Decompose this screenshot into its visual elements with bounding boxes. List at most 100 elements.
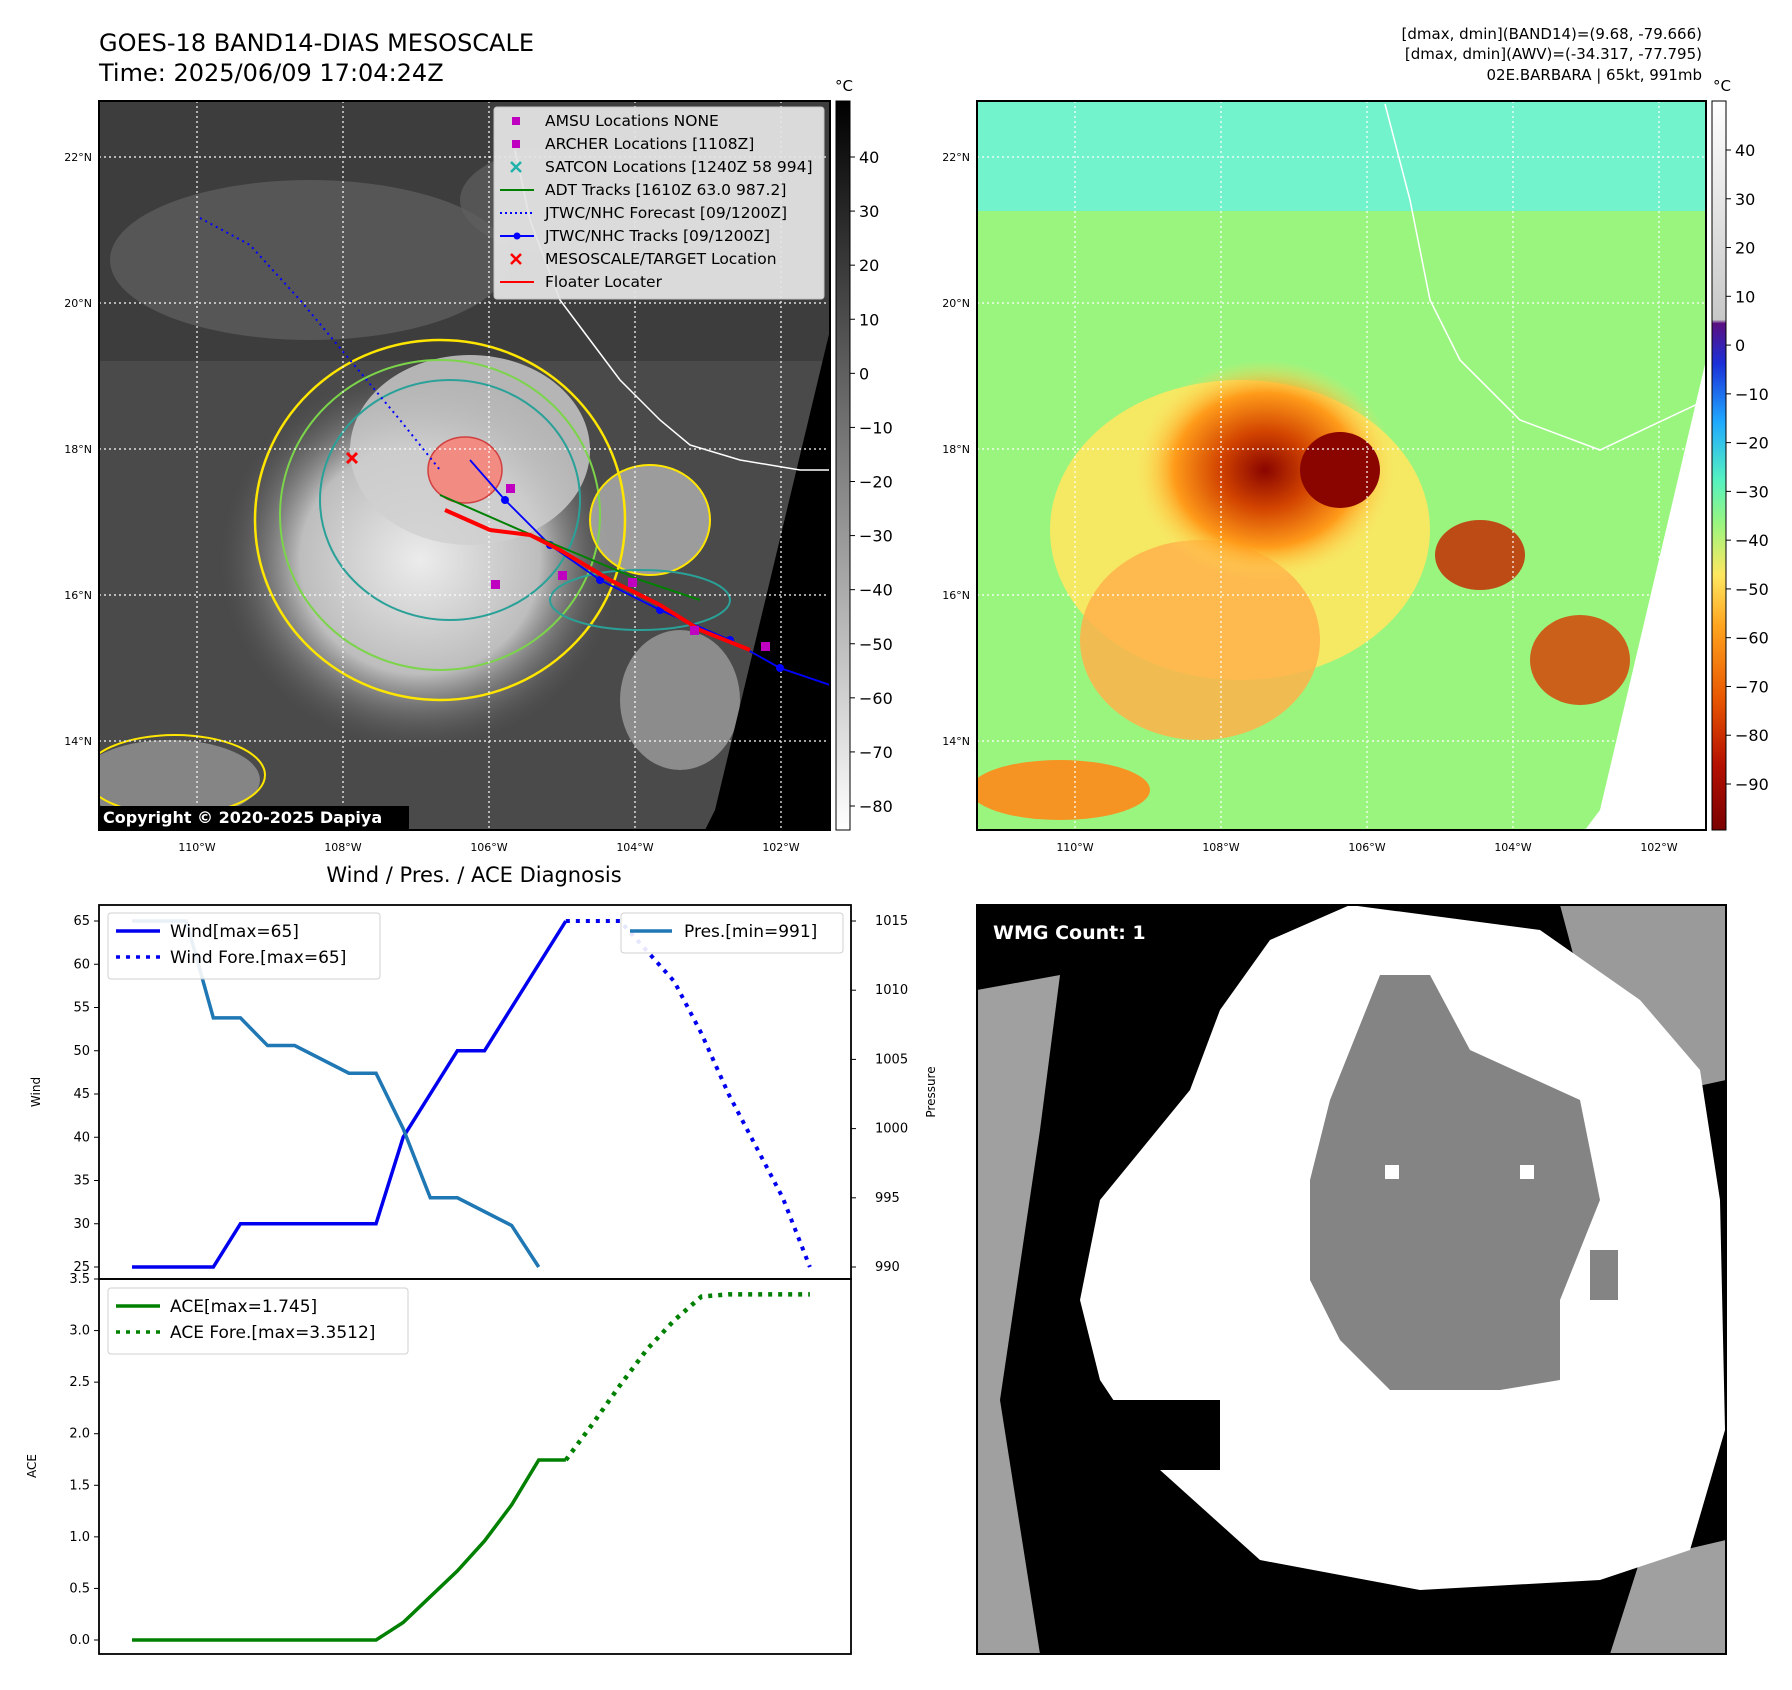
lat-tick-label: 22°N xyxy=(942,151,970,164)
ir-colorbar-unit: °C xyxy=(835,77,853,95)
colorbar-tick-label: 40 xyxy=(859,148,879,167)
awv-map-frame xyxy=(976,100,1707,831)
wmg-count-label: WMG Count: 1 xyxy=(993,922,1146,944)
colorbar-tick-label: −70 xyxy=(859,743,893,762)
legend-marker xyxy=(512,140,520,148)
y-tick-label: 2.5 xyxy=(69,1375,90,1390)
colorbar-tick-label: 10 xyxy=(1735,287,1755,306)
diagnosis-title: Wind / Pres. / ACE Diagnosis xyxy=(326,863,621,887)
awv-gridlines xyxy=(977,101,1706,830)
colorbar-tick-label: 20 xyxy=(859,256,879,275)
target-marker xyxy=(345,451,359,465)
colorbar-tick-label: 30 xyxy=(859,202,879,221)
awv-map-panel xyxy=(977,101,1706,830)
y2-tick-label: 1005 xyxy=(875,1052,908,1067)
awv-band-cell xyxy=(1435,520,1525,590)
adt-track xyxy=(439,494,701,601)
figure-title: GOES-18 BAND14-DIAS MESOSCALE xyxy=(99,29,534,57)
y-tick-label: 3.0 xyxy=(69,1324,90,1339)
y-tick-label: 3.5 xyxy=(69,1272,90,1287)
lat-tick-label: 14°N xyxy=(64,735,92,748)
ir-sw-cell xyxy=(99,740,260,820)
lat-tick-label: 22°N xyxy=(64,151,92,164)
wmg-eye-pixel xyxy=(1385,1165,1399,1179)
legend-entry-label: ADT Tracks [1610Z 63.0 987.2] xyxy=(545,181,786,199)
copyright-text: Copyright © 2020-2025 Dapiya xyxy=(103,808,382,827)
awv-coastline xyxy=(1384,103,1706,451)
wmg-gray-se xyxy=(1610,1540,1726,1654)
colorbar-tick-label: −20 xyxy=(1735,434,1769,453)
lon-tick-label: 110°W xyxy=(178,841,215,854)
colorbar-tick-label: 40 xyxy=(1735,141,1755,160)
pressure-legend-label: Pres.[min=991] xyxy=(684,922,817,942)
lon-tick-label: 106°W xyxy=(470,841,507,854)
y-tick-label: 55 xyxy=(73,1001,90,1016)
colorbar-tick-label: −40 xyxy=(1735,531,1769,550)
lon-tick-label: 110°W xyxy=(1056,841,1093,854)
awv-colorbar xyxy=(1711,100,1727,831)
wmg-gray-eye xyxy=(1310,975,1600,1390)
band14-stats: [dmax, dmin](BAND14)=(9.68, -79.666) xyxy=(1402,25,1702,43)
contour-yellow xyxy=(253,338,627,702)
awv-colorbar-unit: °C xyxy=(1713,77,1731,95)
y2-tick-label: 1015 xyxy=(875,914,908,929)
legend-marker xyxy=(510,161,522,173)
copyright-bg xyxy=(99,806,409,830)
colorbar-tick-label: −70 xyxy=(1735,677,1769,696)
wind-pressure-chart: 25 30 35 40 45 50 55 60 65 990 995 1000 1005 1010 1015… xyxy=(29,904,938,1280)
y2-tick-label: 1010 xyxy=(875,983,908,998)
y-tick-label: 50 xyxy=(73,1044,90,1059)
colorbar-tick-label: −60 xyxy=(1735,629,1769,648)
y2-tick-label: 1000 xyxy=(875,1122,908,1137)
legend-marker xyxy=(512,117,520,125)
ace-chart: 0.0 0.5 1.0 1.5 2.0 2.5 3.0 3.5 ACE ACE[max=1.745… xyxy=(25,1272,852,1655)
y-tick-label: 1.0 xyxy=(69,1530,90,1545)
colorbar-tick-label: −20 xyxy=(859,473,893,492)
figure-time: Time: 2025/06/09 17:04:24Z xyxy=(98,59,444,87)
series-line xyxy=(132,920,568,1269)
storm-info: 02E.BARBARA | 65kt, 991mb xyxy=(1487,66,1702,84)
colorbar-tick-label: 10 xyxy=(859,310,879,329)
colorbar-tick-label: −90 xyxy=(1735,775,1769,794)
track-legend: AMSU Locations NONE ARCHER Locations [110… xyxy=(493,106,825,300)
colorbar-tick-label: −50 xyxy=(1735,580,1769,599)
colorbar-tick-label: −80 xyxy=(859,797,893,816)
wmg-gray-patch xyxy=(1590,1250,1618,1300)
y-tick-label: 45 xyxy=(73,1087,90,1102)
y-tick-label: 2.0 xyxy=(69,1427,90,1442)
colorbar-tick-label: −30 xyxy=(1735,482,1769,501)
lat-tick-label: 18°N xyxy=(64,443,92,456)
colorbar-tick-label: 0 xyxy=(1735,336,1745,355)
lon-tick-label: 108°W xyxy=(324,841,361,854)
ir-colorbar xyxy=(835,100,851,831)
eye-region xyxy=(427,436,503,504)
y-tick-label: 0.0 xyxy=(69,1633,90,1648)
y2-tick-label: 995 xyxy=(875,1191,900,1206)
wmg-frame xyxy=(976,904,1727,1655)
wind-legend-label: Wind[max=65] xyxy=(170,922,299,942)
series-line xyxy=(132,919,541,1268)
wmg-gray-west xyxy=(977,975,1060,1654)
ir-map-frame xyxy=(98,100,831,831)
contour-teal xyxy=(319,379,581,621)
colorbar-tick-label: 30 xyxy=(1735,190,1755,209)
y-tick-label: 25 xyxy=(73,1260,90,1275)
ace-legend-label: ACE Fore.[max=3.3512] xyxy=(170,1323,375,1343)
wind-legend-box xyxy=(107,912,381,980)
archer-markers xyxy=(491,484,770,651)
y-tick-label: 1.5 xyxy=(69,1478,90,1493)
legend-entry-label: AMSU Locations NONE xyxy=(545,112,719,130)
y-tick-label: 35 xyxy=(73,1174,90,1189)
series-line xyxy=(565,919,812,1268)
lat-tick-label: 20°N xyxy=(942,297,970,310)
y-tick-label: 30 xyxy=(73,1217,90,1232)
series-line xyxy=(132,1458,566,1642)
ace-axis-label: ACE xyxy=(25,1454,39,1478)
lat-tick-label: 16°N xyxy=(942,589,970,602)
wmg-gray-ne xyxy=(1560,905,1726,1090)
awv-north-moist xyxy=(977,101,1706,211)
wind-axis-label: Wind xyxy=(29,1077,43,1107)
colorbar-tick-label: −10 xyxy=(859,418,893,437)
wmg-label-bg xyxy=(983,916,1162,946)
